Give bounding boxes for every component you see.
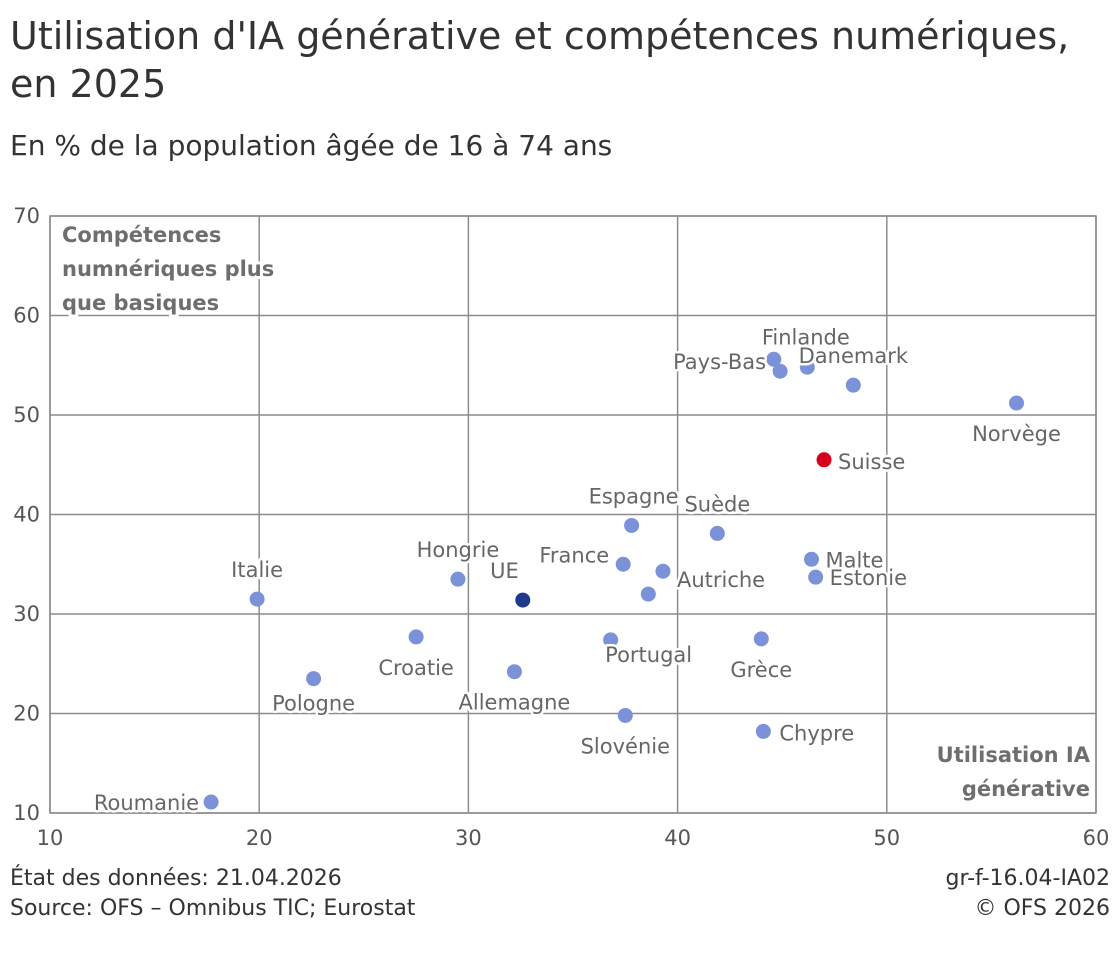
point-label: Chypre	[779, 721, 854, 745]
scatter-chart: Roumanie Italie Pologne Croatie Hongrie Allem…	[13, 204, 1109, 850]
data-point	[808, 569, 824, 585]
point-label: UE	[490, 559, 519, 583]
data-point	[640, 586, 656, 602]
point-label: Malte	[825, 548, 883, 572]
point-label: Pologne	[272, 692, 355, 716]
point-label: Estonie	[830, 566, 907, 590]
data-point	[306, 671, 322, 687]
data-point	[203, 794, 219, 810]
point-label: Hongrie	[417, 538, 500, 562]
point-label: Roumanie	[94, 791, 199, 815]
data-point	[799, 359, 815, 375]
point-label: Finlande	[762, 325, 850, 349]
point-label: Portugal	[605, 643, 692, 667]
data-point	[845, 377, 861, 393]
x-tick-label: 20	[246, 826, 273, 850]
point-label: Grèce	[730, 658, 792, 682]
data-point	[766, 351, 782, 367]
point-label: Allemagne	[459, 691, 571, 715]
data-point	[515, 592, 531, 608]
x-tick-label: 30	[455, 826, 482, 850]
y-tick-label: 60	[13, 304, 40, 328]
y-tick-label: 10	[13, 801, 40, 825]
x-tick-label: 50	[873, 826, 900, 850]
axis-labels: 10 20 30 40 50 60 10 20 30 40 50 60 70 Compétences num…	[13, 204, 1109, 850]
data-point	[615, 556, 631, 572]
data-point	[772, 363, 788, 379]
data-point	[655, 563, 671, 579]
x-tick-label: 10	[37, 826, 64, 850]
x-axis-label: Utilisation IA générative	[937, 743, 1091, 801]
data-point	[506, 664, 522, 680]
data-point	[617, 707, 633, 723]
y-tick-label: 50	[13, 403, 40, 427]
point-label: Suisse	[838, 450, 905, 474]
point-label: Suède	[684, 492, 750, 516]
grid	[49, 215, 1097, 814]
data-points	[203, 351, 1025, 810]
data-point	[709, 525, 725, 541]
data-point	[249, 591, 265, 607]
data-point	[816, 452, 832, 468]
source-text: Source: OFS – Omnibus TIC; Eurostat	[10, 896, 416, 921]
footer-right: gr-f-16.04-IA02 © OFS 2026	[946, 864, 1110, 924]
data-point	[755, 723, 771, 739]
data-point	[753, 631, 769, 647]
point-label: Pays-Bas	[673, 350, 766, 374]
footer-left: État des données: 21.04.2026 Source: OFS…	[10, 864, 415, 924]
point-label: Danemark	[799, 344, 909, 368]
data-point	[624, 517, 640, 533]
chart-title: Utilisation d'IA générative et compétenc…	[10, 14, 1070, 106]
point-label: Slovénie	[581, 734, 670, 758]
y-axis-label: Compétences numnériques plus que basiques	[62, 223, 274, 315]
copyright-text: © OFS 2026	[974, 896, 1110, 921]
data-point	[803, 551, 819, 567]
x-tick-label: 40	[664, 826, 691, 850]
y-tick-label: 70	[13, 204, 40, 228]
point-label: Croatie	[378, 656, 454, 680]
point-label: Norvège	[972, 422, 1061, 446]
point-label: Espagne	[589, 484, 679, 508]
data-point	[603, 632, 619, 648]
point-label: Autriche	[677, 568, 765, 592]
data-state-text: État des données: 21.04.2026	[10, 866, 342, 891]
point-label: France	[539, 543, 609, 567]
chart-code-text: gr-f-16.04-IA02	[945, 866, 1110, 891]
y-tick-label: 40	[13, 503, 40, 527]
y-tick-label: 30	[13, 602, 40, 626]
chart-subtitle: En % de la population âgée de 16 à 74 an…	[10, 129, 613, 162]
data-point	[408, 629, 424, 645]
x-tick-label: 60	[1083, 826, 1110, 850]
point-label: Italie	[231, 558, 283, 582]
y-tick-label: 20	[13, 702, 40, 726]
data-point	[1009, 395, 1025, 411]
point-labels: Roumanie Italie Pologne Croatie Hongrie Allem…	[91, 323, 1063, 818]
data-point	[450, 571, 466, 587]
